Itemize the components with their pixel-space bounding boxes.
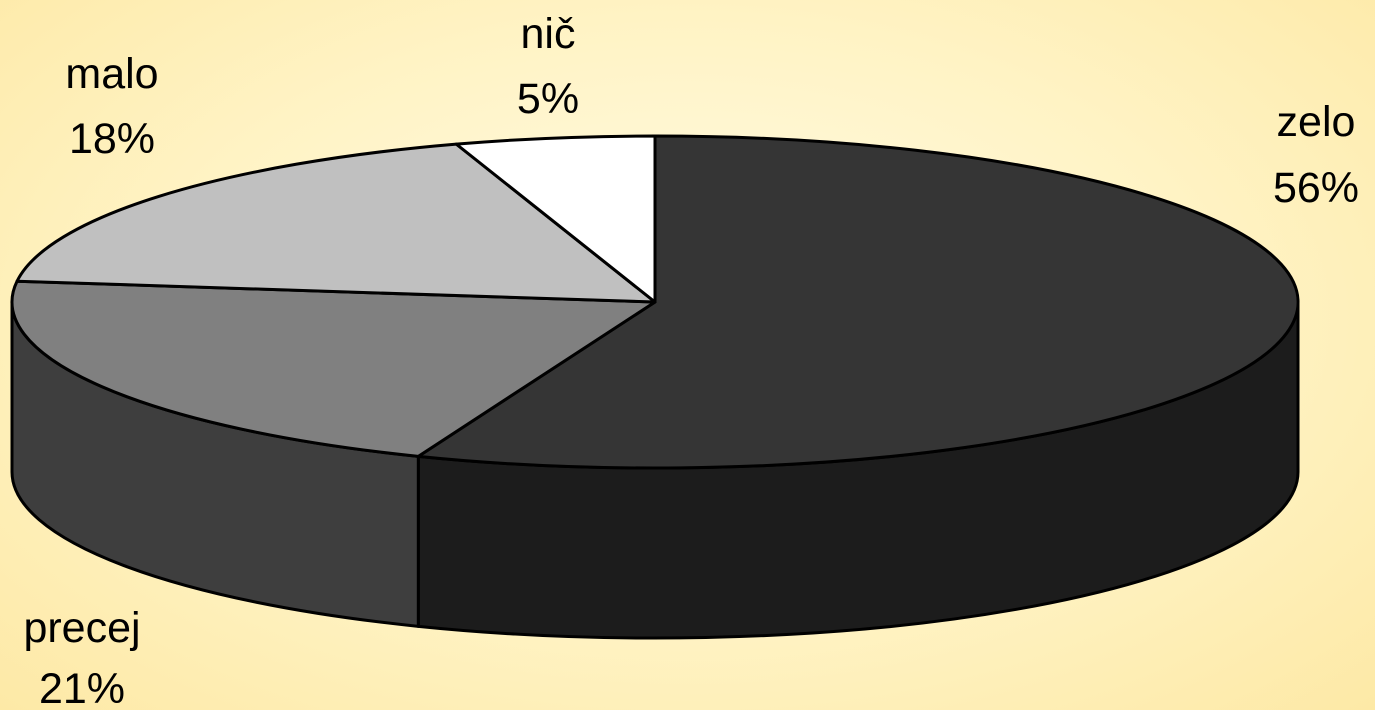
slice-label-malo: malo 18% [65,50,158,163]
slice-category-label: zelo [1277,98,1356,146]
slice-nič [454,134,657,304]
slice-label-nič: nič 5% [517,10,579,123]
slice-category-label: nič [521,10,576,58]
slice-labels: zelo 56% precej 21% malo 18% nič 5% [23,10,1359,710]
slice-value-label: 21% [39,665,125,710]
slice-malo [15,142,657,304]
slice-precej [10,279,657,458]
slice-zelo [416,134,1300,470]
slice-label-zelo: zelo 56% [1273,98,1359,212]
slice-label-precej: precej 21% [23,604,140,710]
pie-top-slices [10,134,1300,470]
slice-value-label: 18% [69,115,155,163]
slice-category-label: malo [65,50,158,98]
slice-category-label: precej [23,604,140,652]
slice-value-label: 56% [1273,164,1359,212]
slice-value-label: 5% [517,75,579,123]
